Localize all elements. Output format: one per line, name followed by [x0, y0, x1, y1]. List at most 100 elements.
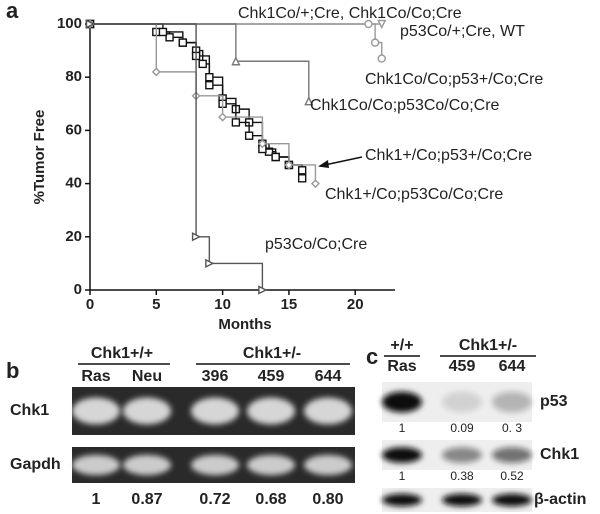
ratio: 0.80 [312, 491, 343, 508]
marker [284, 160, 294, 170]
row-label: Chk1 [540, 446, 579, 463]
band [247, 454, 295, 476]
band [72, 454, 120, 476]
y-tick-label: 80 [65, 68, 82, 85]
marker [297, 166, 307, 175]
x-tick-label: 5 [152, 296, 160, 313]
marker [218, 112, 228, 122]
panel-label: b [6, 358, 19, 383]
series-label: p53Co/+;Cre, WT [400, 23, 525, 40]
band [304, 454, 352, 476]
marker [297, 174, 307, 183]
group-label: +/+ [390, 337, 413, 354]
ratio: 0.52 [500, 469, 524, 483]
marker [198, 59, 207, 69]
group-label: Chk1+/+ [91, 345, 153, 362]
marker [377, 54, 386, 63]
marker [364, 19, 373, 29]
ratio: 0.68 [255, 491, 286, 508]
ratio: 0.09 [450, 421, 474, 435]
marker [231, 56, 241, 66]
series-label: Chk1+/Co;p53+/Co;Cre [365, 147, 532, 164]
marker [205, 258, 215, 269]
ratio: 0.38 [450, 469, 474, 483]
survival-line [90, 23, 383, 59]
arrow-head [318, 160, 329, 168]
series-label: Chk1Co/+;Cre, Chk1Co/Co;Cre [238, 5, 462, 22]
row-label: p53 [540, 393, 568, 410]
marker [178, 38, 188, 47]
y-axis-label: %Tumor Free [31, 110, 48, 205]
ratio: 1 [399, 469, 406, 483]
band [442, 391, 482, 413]
ratio: 0.72 [199, 491, 230, 508]
marker [231, 118, 241, 127]
x-tick-label: 0 [86, 296, 94, 313]
marker [257, 139, 267, 149]
x-tick-label: 10 [214, 296, 231, 313]
band [382, 447, 422, 463]
lane-label: 459 [449, 358, 476, 375]
ratio: 0. 3 [502, 421, 522, 435]
band [442, 493, 482, 507]
band [123, 397, 171, 425]
x-tick-label: 20 [347, 296, 364, 313]
band [123, 454, 171, 476]
band [304, 397, 352, 425]
lane-label: Neu [132, 368, 162, 385]
marker [244, 131, 254, 140]
ratio: 1 [92, 491, 101, 508]
band [191, 454, 239, 476]
series-label: Chk1Co/Co;p53+/Co;Cre [365, 71, 543, 88]
band [191, 397, 239, 425]
series-label: Chk1+/Co;p53Co/Co;Cre [325, 186, 503, 203]
y-tick-label: 40 [65, 175, 82, 192]
row-label: Chk1 [10, 402, 49, 419]
band [492, 493, 532, 507]
band [492, 391, 532, 413]
ratio: 1 [399, 421, 406, 435]
series-label: Chk1Co/Co;p53Co/Co;Cre [310, 97, 500, 114]
panel-label: a [6, 0, 19, 23]
marker [151, 67, 161, 77]
survival-line [90, 23, 264, 290]
band [442, 447, 482, 463]
series-label: p53Co/Co;Cre [265, 236, 367, 253]
band [72, 397, 120, 425]
lane-label: 396 [202, 368, 229, 385]
marker [165, 33, 174, 42]
marker [205, 72, 214, 82]
marker [377, 19, 387, 30]
marker [158, 27, 168, 37]
marker [304, 96, 314, 106]
marker [370, 38, 380, 47]
y-tick-label: 100 [57, 15, 82, 32]
group-label: Chk1+/- [459, 337, 517, 354]
panel-label: c [366, 344, 378, 369]
marker [85, 19, 96, 29]
lane-label: 459 [258, 368, 285, 385]
x-tick-label: 15 [281, 296, 298, 313]
band [382, 493, 422, 507]
marker [271, 152, 280, 162]
band [247, 397, 295, 425]
marker [191, 232, 202, 242]
x-axis-label: Months [218, 316, 271, 333]
lane-label: 644 [315, 368, 342, 385]
lane-label: Ras [387, 358, 416, 375]
row-label: β-actin [534, 491, 586, 508]
band [492, 447, 532, 463]
lane-label: Ras [81, 368, 110, 385]
ratio: 0.87 [131, 491, 162, 508]
marker [205, 80, 214, 90]
lane-label: 644 [499, 358, 526, 375]
marker [258, 285, 268, 295]
survival-line [90, 23, 317, 184]
y-tick-label: 0 [74, 281, 82, 298]
marker [310, 179, 320, 189]
band [382, 391, 422, 413]
y-tick-label: 60 [65, 121, 82, 138]
y-tick-label: 20 [65, 228, 82, 245]
row-label: Gapdh [10, 456, 61, 473]
